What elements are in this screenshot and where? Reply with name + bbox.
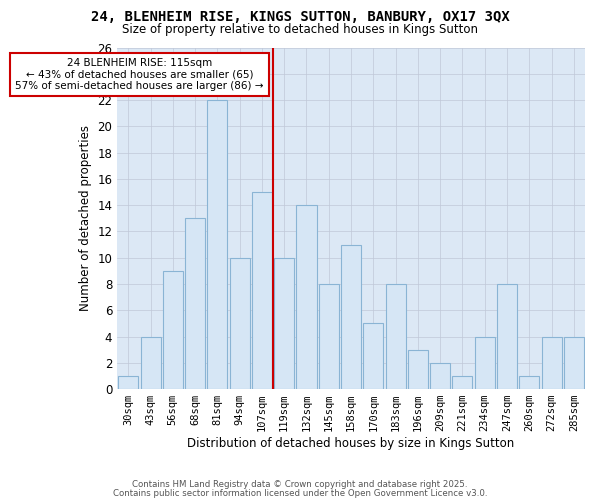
- Text: 24, BLENHEIM RISE, KINGS SUTTON, BANBURY, OX17 3QX: 24, BLENHEIM RISE, KINGS SUTTON, BANBURY…: [91, 10, 509, 24]
- Bar: [252, 192, 272, 389]
- Bar: [118, 376, 138, 389]
- Bar: [163, 271, 183, 389]
- Bar: [140, 336, 161, 389]
- Bar: [497, 284, 517, 389]
- Bar: [319, 284, 339, 389]
- Bar: [386, 284, 406, 389]
- Bar: [208, 100, 227, 389]
- Bar: [452, 376, 472, 389]
- Bar: [408, 350, 428, 389]
- Bar: [185, 218, 205, 389]
- Bar: [274, 258, 294, 389]
- Bar: [341, 244, 361, 389]
- Bar: [475, 336, 495, 389]
- Bar: [364, 324, 383, 389]
- X-axis label: Distribution of detached houses by size in Kings Sutton: Distribution of detached houses by size …: [187, 437, 515, 450]
- Bar: [542, 336, 562, 389]
- Text: Contains public sector information licensed under the Open Government Licence v3: Contains public sector information licen…: [113, 488, 487, 498]
- Bar: [430, 363, 450, 389]
- Bar: [230, 258, 250, 389]
- Bar: [519, 376, 539, 389]
- Y-axis label: Number of detached properties: Number of detached properties: [79, 126, 92, 312]
- Text: Size of property relative to detached houses in Kings Sutton: Size of property relative to detached ho…: [122, 22, 478, 36]
- Text: 24 BLENHEIM RISE: 115sqm
← 43% of detached houses are smaller (65)
57% of semi-d: 24 BLENHEIM RISE: 115sqm ← 43% of detach…: [15, 58, 263, 91]
- Bar: [564, 336, 584, 389]
- Bar: [296, 205, 317, 389]
- Text: Contains HM Land Registry data © Crown copyright and database right 2025.: Contains HM Land Registry data © Crown c…: [132, 480, 468, 489]
